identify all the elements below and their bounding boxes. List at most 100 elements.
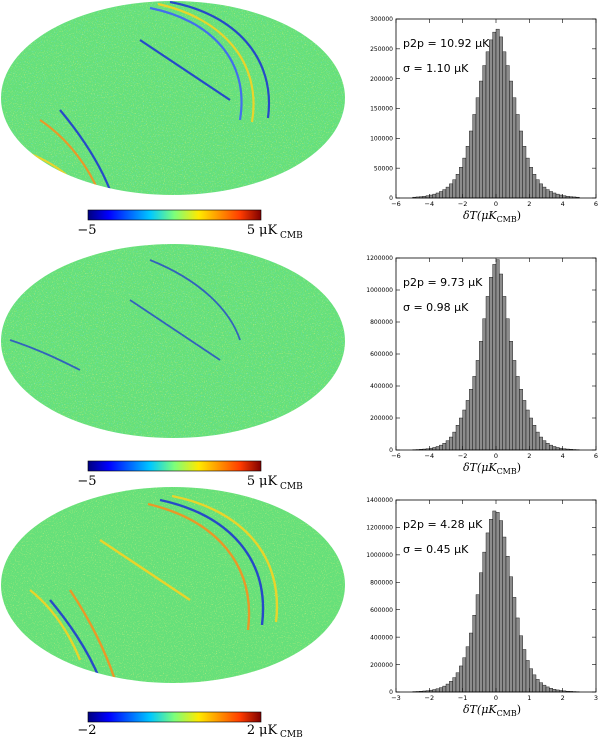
histogram-bar [432, 193, 437, 199]
x-tick-label: 2 [527, 200, 531, 208]
y-tick-label: 1200000 [366, 255, 393, 262]
histogram-bar [462, 157, 467, 199]
colorbar-unit: μK [259, 223, 277, 238]
x-tick-label: −3 [391, 694, 401, 702]
histogram-bar [452, 431, 457, 451]
histogram-bar [465, 146, 470, 199]
histogram-bar [522, 649, 527, 693]
histogram-bar [445, 186, 450, 199]
y-tick-label: 400000 [370, 634, 393, 641]
sky-map-2 [1, 244, 345, 438]
histogram-bar [512, 360, 517, 451]
y-tick-label: 50000 [374, 165, 393, 172]
histogram-bar [525, 409, 530, 451]
y-tick-label: 1400000 [366, 497, 393, 504]
histogram-bar [549, 688, 553, 693]
sky-map-3 [1, 487, 345, 683]
histogram-bar [452, 677, 457, 693]
scan-stripes [9, 259, 241, 371]
colorbar-1: −5 5 μK CMB [77, 209, 303, 241]
histogram-bar [529, 668, 533, 693]
histogram-bar [492, 510, 497, 693]
histogram-bar [559, 194, 563, 199]
histogram-bar [532, 425, 537, 451]
histogram-bar [479, 572, 483, 693]
histogram-bar [502, 296, 507, 451]
histogram-bar [455, 672, 460, 693]
histogram-bar [539, 436, 543, 451]
histogram-bar [462, 657, 467, 693]
histogram-bar [439, 444, 443, 451]
histogram-bar [469, 130, 473, 199]
colorbar-max-label: 5 [247, 474, 255, 489]
histogram-bar [525, 157, 530, 199]
y-tick-label: 600000 [370, 351, 393, 358]
y-tick-label: 800000 [370, 579, 393, 586]
histogram-bar [545, 189, 550, 199]
histogram-bar [459, 417, 463, 451]
y-tick-label: 600000 [370, 607, 393, 614]
histogram-bar [472, 376, 477, 451]
x-tick-label: −2 [458, 452, 468, 460]
histogram-bar [519, 130, 523, 199]
x-tick-label: −6 [391, 200, 401, 208]
histogram-bar [452, 179, 457, 199]
colorbar-min-label: −5 [77, 223, 96, 238]
histogram-bar [489, 39, 493, 199]
histogram-bar [469, 632, 473, 693]
histogram-bar [522, 146, 527, 199]
histogram-bar [479, 80, 483, 199]
histogram-bar [435, 192, 440, 199]
annotation-sigma: σ = 0.98 μK [403, 301, 469, 314]
x-tick-label: 0 [494, 694, 498, 702]
histogram-bar [549, 191, 553, 199]
histogram-1: −6 −4 −2 0 2 4 6 0 50000 100000 150000 200000 250000… [370, 16, 598, 224]
histogram-bar [532, 674, 537, 693]
histogram-bar [492, 264, 497, 451]
histogram-3: −3 −2 −1 0 1 2 3 0 200000 400000 600000 800000 10000… [366, 497, 598, 718]
histogram-bar [515, 617, 520, 693]
histogram-bar [529, 417, 533, 451]
colorbar-min-label: −2 [77, 723, 96, 738]
colorbar-unit-sub: CMB [280, 730, 303, 738]
histogram-bar [445, 683, 450, 693]
histogram-bar [455, 174, 460, 199]
scan-stripes [29, 494, 279, 681]
histogram-bar [552, 446, 557, 451]
histogram-bar [489, 519, 493, 693]
histogram-bar [439, 191, 443, 199]
histogram-bar [499, 520, 503, 693]
y-tick-label: 800000 [370, 319, 393, 326]
histogram-bar [545, 686, 550, 693]
histogram-bar [429, 194, 433, 199]
y-tick-label: 300000 [370, 16, 393, 23]
x-tick-label: −2 [425, 694, 435, 702]
histogram-bar [532, 174, 537, 199]
y-tick-label: 1000000 [366, 552, 393, 559]
colorbar-unit: μK [259, 474, 277, 489]
histogram-bar [502, 536, 507, 693]
x-axis-label-sub: CMB [497, 467, 517, 476]
histogram-bar [542, 186, 547, 199]
x-tick-label: −2 [458, 200, 468, 208]
x-tick-label: 0 [494, 452, 498, 460]
histogram-bar [492, 31, 497, 199]
x-axis-label-close: ) [517, 209, 521, 222]
histogram-bar [509, 80, 513, 199]
x-axis-label-main: δT(μK [463, 703, 497, 716]
x-tick-label: 4 [561, 452, 565, 460]
histogram-bar [445, 440, 450, 451]
histogram-bar [512, 597, 517, 693]
histogram-bar [535, 679, 540, 693]
histogram-bar [475, 360, 480, 451]
x-tick-label: 0 [494, 200, 498, 208]
colorbar-min-label: −5 [77, 474, 96, 489]
histogram-bar [459, 167, 463, 199]
y-tick-label: 1200000 [366, 525, 393, 532]
y-tick-label: 400000 [370, 383, 393, 390]
histogram-bar [549, 444, 553, 451]
histogram-bar [529, 167, 533, 199]
histogram-bar [479, 341, 483, 451]
histogram-bar [462, 409, 467, 451]
x-axis-label-main: δT(μK [463, 461, 497, 474]
